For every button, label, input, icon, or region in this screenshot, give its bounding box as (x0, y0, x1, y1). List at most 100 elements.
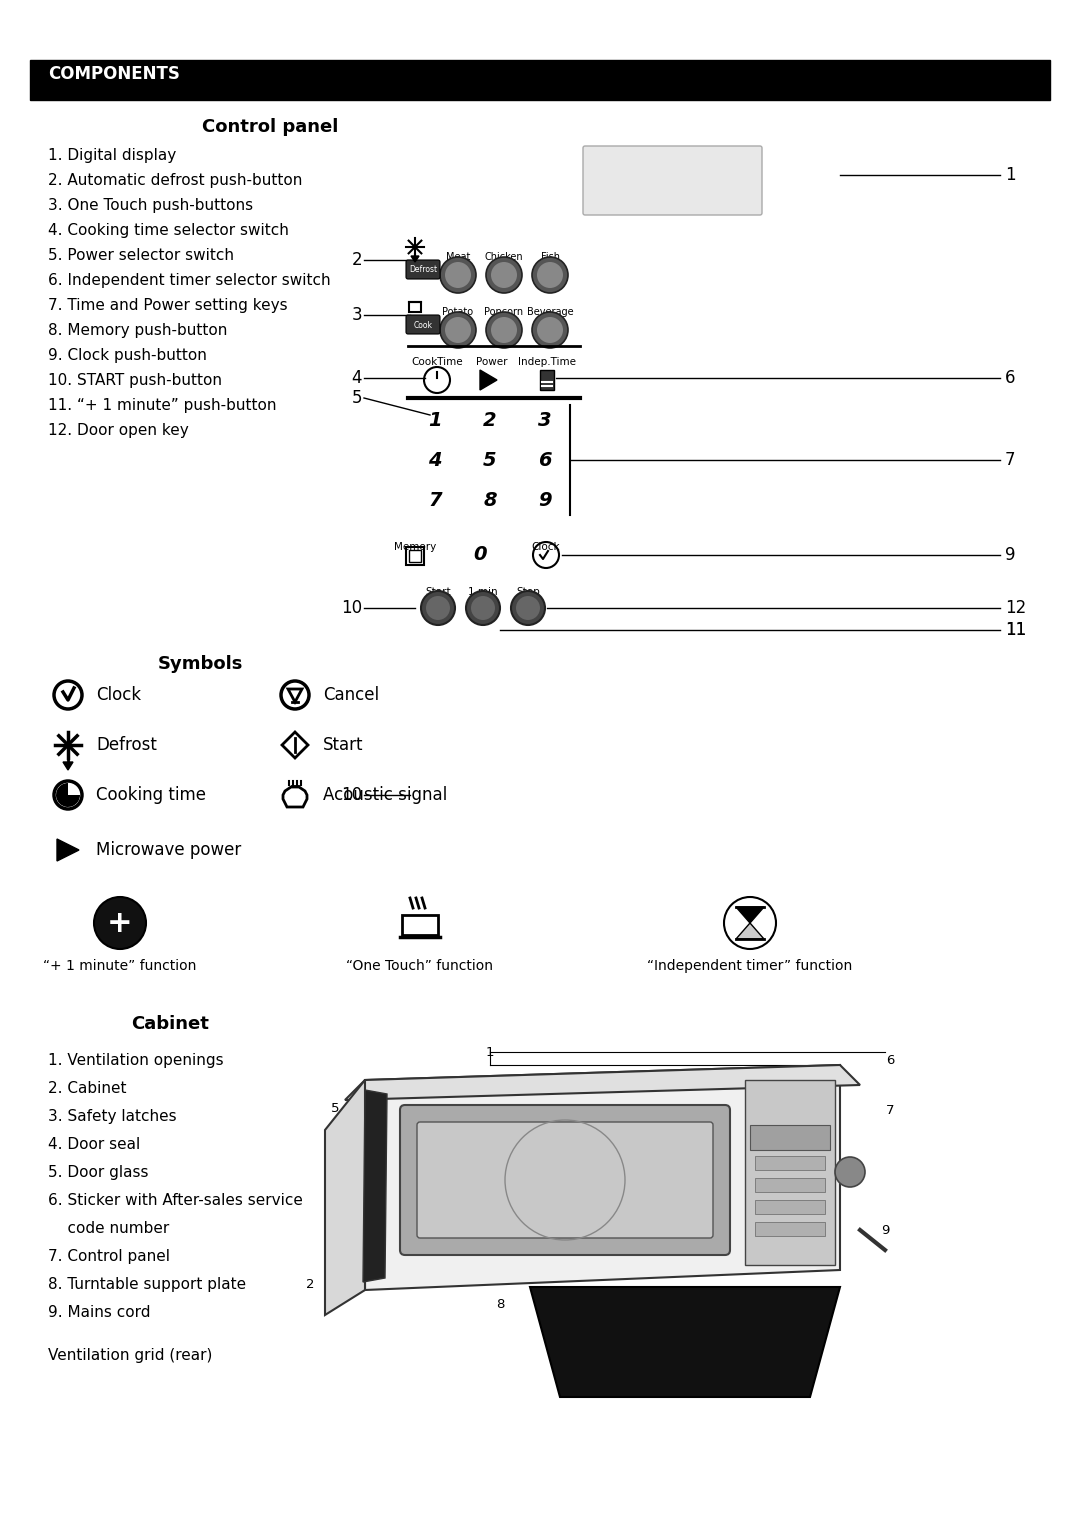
Text: 6: 6 (886, 1054, 894, 1066)
Text: 3: 3 (351, 305, 362, 324)
Text: 5. Power selector switch: 5. Power selector switch (48, 247, 234, 263)
Bar (750, 1125, 831, 1150)
Text: COMPONENTS: COMPONENTS (48, 66, 180, 82)
Text: 4: 4 (341, 1144, 349, 1156)
Circle shape (486, 257, 522, 293)
Text: 9: 9 (538, 490, 552, 510)
Text: 0: 0 (473, 545, 487, 565)
Polygon shape (735, 907, 764, 922)
Text: Start: Start (426, 586, 450, 597)
Text: 9. Clock push-button: 9. Clock push-button (48, 348, 207, 363)
Circle shape (440, 312, 476, 348)
Text: Memory: Memory (394, 542, 436, 551)
Circle shape (511, 591, 545, 625)
Bar (745, 1080, 835, 1264)
Polygon shape (325, 1080, 365, 1315)
Text: 11: 11 (1005, 621, 1026, 638)
Text: Start: Start (323, 736, 364, 754)
FancyBboxPatch shape (406, 260, 440, 279)
Bar (406, 547, 424, 565)
FancyBboxPatch shape (583, 147, 762, 215)
Text: Defrost: Defrost (96, 736, 157, 754)
Bar (540, 370, 554, 389)
Text: “One Touch” function: “One Touch” function (347, 959, 494, 973)
Circle shape (440, 257, 476, 293)
Text: 3. Safety latches: 3. Safety latches (48, 1109, 177, 1124)
Text: 4. Door seal: 4. Door seal (48, 1138, 140, 1151)
Text: Control panel: Control panel (202, 118, 338, 136)
Circle shape (537, 318, 563, 344)
Text: 6. Sticker with After-sales service: 6. Sticker with After-sales service (48, 1193, 302, 1208)
Circle shape (445, 318, 471, 344)
Polygon shape (735, 922, 764, 939)
Text: Cooking time: Cooking time (96, 786, 206, 805)
Text: Ventilation grid (rear): Ventilation grid (rear) (48, 1348, 213, 1364)
Text: code number: code number (48, 1222, 170, 1235)
Text: Chicken: Chicken (485, 252, 524, 263)
Text: 5: 5 (351, 389, 362, 408)
Text: 11: 11 (1005, 621, 1026, 638)
Text: Fish: Fish (540, 252, 559, 263)
Bar (755, 1156, 825, 1170)
Circle shape (421, 591, 455, 625)
Text: 6: 6 (1005, 370, 1015, 386)
Text: 3: 3 (341, 1188, 349, 1202)
Text: 9: 9 (1005, 547, 1015, 563)
Text: +: + (107, 909, 133, 938)
FancyBboxPatch shape (400, 1106, 730, 1255)
FancyBboxPatch shape (417, 1122, 713, 1238)
Text: Cancel: Cancel (323, 686, 379, 704)
Text: Potato: Potato (443, 307, 473, 318)
Wedge shape (56, 783, 80, 806)
Bar (409, 550, 421, 562)
Text: 1 min: 1 min (469, 586, 498, 597)
Text: 2: 2 (351, 250, 362, 269)
Text: “Independent timer” function: “Independent timer” function (647, 959, 852, 973)
Circle shape (491, 263, 517, 289)
Text: 10. START push-button: 10. START push-button (48, 373, 222, 388)
Text: Meat: Meat (446, 252, 470, 263)
Text: 12: 12 (1005, 599, 1026, 617)
Text: 9: 9 (881, 1223, 889, 1237)
Text: 11. “+ 1 minute” push-button: 11. “+ 1 minute” push-button (48, 399, 276, 412)
Text: 3. One Touch push-buttons: 3. One Touch push-buttons (48, 199, 253, 212)
Circle shape (486, 312, 522, 348)
Text: 6. Independent timer selector switch: 6. Independent timer selector switch (48, 273, 330, 289)
Bar (755, 1222, 825, 1235)
Text: 7. Control panel: 7. Control panel (48, 1249, 170, 1264)
Circle shape (445, 263, 471, 289)
Text: 7: 7 (1005, 450, 1015, 469)
Text: 2: 2 (483, 411, 497, 429)
Bar (409, 302, 421, 312)
FancyBboxPatch shape (406, 315, 440, 334)
Text: 8. Turntable support plate: 8. Turntable support plate (48, 1277, 246, 1292)
Text: Beverage: Beverage (527, 307, 573, 318)
Text: 1. Ventilation openings: 1. Ventilation openings (48, 1054, 224, 1067)
Polygon shape (57, 838, 79, 861)
Text: 1: 1 (486, 1046, 495, 1058)
Text: 1: 1 (1005, 166, 1015, 183)
Text: Indep.Time: Indep.Time (518, 357, 576, 366)
Polygon shape (411, 257, 419, 263)
Text: 4: 4 (351, 370, 362, 386)
Polygon shape (345, 1064, 860, 1099)
Bar (30, 60, 1050, 99)
Text: 5: 5 (483, 450, 497, 469)
Text: 5. Door glass: 5. Door glass (48, 1165, 149, 1180)
Circle shape (516, 596, 540, 620)
Text: 12. Door open key: 12. Door open key (48, 423, 189, 438)
Text: Clock: Clock (96, 686, 141, 704)
Polygon shape (363, 1090, 387, 1283)
Text: Acoustic signal: Acoustic signal (323, 786, 447, 805)
Circle shape (835, 1157, 865, 1186)
Polygon shape (63, 762, 73, 770)
Text: 6: 6 (538, 450, 552, 469)
Text: Stop: Stop (516, 586, 540, 597)
Text: 7. Time and Power setting keys: 7. Time and Power setting keys (48, 298, 287, 313)
Circle shape (491, 318, 517, 344)
Text: 10: 10 (341, 786, 362, 805)
Text: Cabinet: Cabinet (131, 1015, 208, 1032)
Text: 8: 8 (483, 490, 497, 510)
Text: 2. Cabinet: 2. Cabinet (48, 1081, 126, 1096)
Text: 4: 4 (428, 450, 442, 469)
